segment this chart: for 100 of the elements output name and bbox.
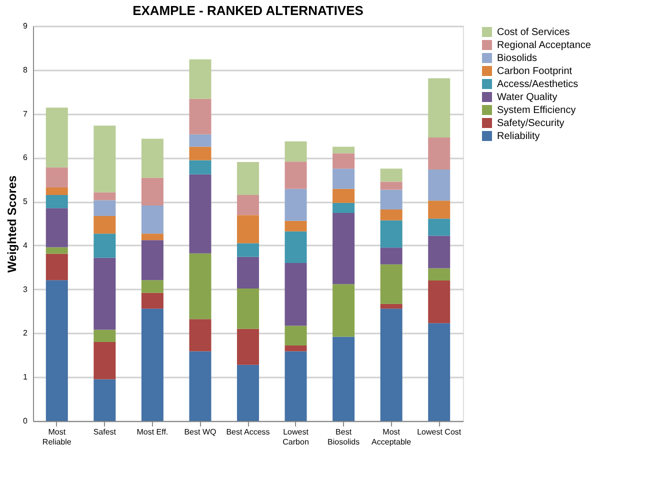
bar: [428, 268, 450, 281]
bar: [189, 351, 212, 421]
bar: [428, 218, 450, 236]
legend-label: Water Quality: [497, 92, 558, 103]
bar: [428, 200, 450, 219]
bar: [284, 326, 307, 346]
bar: [141, 240, 164, 280]
bar: [284, 231, 307, 263]
bar: [428, 236, 450, 268]
bar: [46, 188, 68, 195]
bar: [46, 280, 68, 421]
legend-label: System Efficiency: [497, 105, 576, 116]
bar: [332, 202, 355, 213]
bar: [46, 108, 68, 168]
bar: [332, 336, 355, 421]
y-tick-label: 9: [23, 22, 28, 30]
bar: [141, 280, 164, 293]
bar: [380, 308, 402, 421]
bar: [380, 182, 402, 190]
bar: [46, 254, 68, 280]
bar: [380, 264, 402, 304]
bar: [94, 342, 116, 380]
bar: [189, 319, 212, 352]
x-tick-label: Most Reliable: [42, 428, 72, 446]
bar: [237, 256, 259, 288]
bar: [237, 288, 259, 329]
bar: [94, 330, 116, 342]
y-tick-label: 2: [23, 328, 28, 338]
bar: [46, 167, 68, 188]
y-tick-label: 5: [23, 197, 28, 206]
legend-label: Safety/Security: [497, 118, 564, 129]
y-tick-label: 4: [23, 240, 28, 250]
x-tick-label: Best WQ: [184, 428, 216, 436]
legend-label: Carbon Footprint: [497, 66, 572, 77]
bar: [94, 200, 116, 216]
bar: [189, 174, 212, 254]
bar: [332, 146, 355, 154]
bar: [237, 194, 259, 216]
bar: [380, 168, 402, 182]
bar: [380, 190, 402, 210]
bar: [332, 284, 355, 337]
bar: [284, 188, 307, 221]
y-tick-label: 7: [23, 109, 28, 118]
bar: [46, 194, 68, 208]
y-tick-label: 3: [23, 284, 28, 294]
x-tick-label: Lowest Cost: [417, 428, 462, 436]
chart-title: EXAMPLE - RANKED ALTERNATIVES: [132, 3, 364, 18]
bar: [141, 234, 164, 240]
bar: [189, 98, 212, 134]
legend-label: Regional Acceptance: [497, 40, 592, 51]
legend-label: Reliability: [497, 131, 540, 142]
y-axis-title: Weighted Scores: [5, 175, 20, 273]
bar: [141, 206, 164, 234]
x-tick-label: Most Eff.: [136, 428, 168, 436]
y-tick-label: 8: [23, 65, 28, 74]
legend-label: Access/Aesthetics: [497, 79, 578, 90]
bar: [189, 253, 212, 320]
bar: [284, 162, 307, 189]
bar: [284, 263, 307, 326]
bar: [94, 258, 116, 330]
bar: [428, 78, 450, 138]
bar: [284, 141, 307, 162]
bar: [189, 59, 212, 99]
bar: [94, 379, 116, 421]
bar: [237, 215, 259, 244]
bar: [141, 138, 164, 178]
bar: [380, 209, 402, 220]
bar: [46, 208, 68, 248]
x-tick-label: Most Acceptable: [372, 428, 412, 446]
legend-label: Cost of Services: [497, 27, 570, 38]
bar: [237, 364, 259, 421]
x-tick-label: Lowest Carbon: [282, 428, 310, 446]
bar: [189, 160, 212, 174]
bar: [380, 248, 402, 264]
bar: [332, 188, 355, 203]
bar: [94, 126, 116, 192]
bar: [46, 247, 68, 254]
bar: [141, 178, 164, 206]
bar: [237, 328, 259, 365]
bar: [189, 146, 212, 160]
bar: [284, 220, 307, 232]
bar: [94, 234, 116, 258]
y-tick-label: 1: [23, 372, 28, 382]
legend-label: Biosolids: [497, 53, 538, 64]
x-tick-label: Best Biosolids: [328, 428, 360, 446]
x-tick-label: Safest: [93, 428, 117, 436]
bar: [284, 346, 307, 352]
bar: [332, 168, 355, 189]
bar: [428, 280, 450, 324]
y-tick-label: 6: [23, 153, 28, 162]
bar: [380, 220, 402, 248]
y-tick-label: 0: [23, 416, 28, 426]
bar: [428, 137, 450, 170]
bar: [332, 153, 355, 169]
bar: [141, 308, 164, 421]
bar: [237, 162, 259, 195]
bar: [141, 292, 164, 309]
bar: [189, 134, 212, 147]
bar: [428, 323, 450, 421]
bar: [428, 170, 450, 201]
